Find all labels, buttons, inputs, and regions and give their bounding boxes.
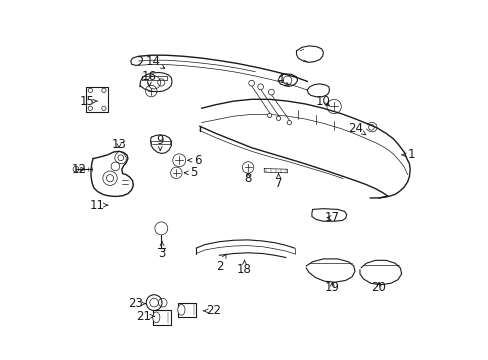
Text: 10: 10	[315, 95, 330, 108]
Text: 8: 8	[244, 172, 251, 185]
Text: 6: 6	[187, 154, 201, 167]
Circle shape	[286, 121, 291, 125]
Ellipse shape	[152, 312, 160, 323]
Text: 23: 23	[127, 297, 145, 310]
Circle shape	[155, 222, 167, 235]
Circle shape	[276, 116, 280, 121]
Circle shape	[268, 89, 274, 95]
Text: 17: 17	[324, 211, 339, 224]
Text: 20: 20	[371, 281, 386, 294]
Text: 19: 19	[324, 281, 339, 294]
Text: 5: 5	[184, 166, 198, 179]
Circle shape	[248, 80, 254, 86]
Text: 24: 24	[347, 122, 366, 135]
Circle shape	[257, 84, 263, 90]
Ellipse shape	[178, 305, 184, 315]
Text: 12: 12	[72, 163, 87, 176]
Circle shape	[267, 113, 271, 118]
Text: 21: 21	[136, 310, 154, 323]
Text: 3: 3	[158, 242, 165, 260]
Text: 7: 7	[274, 174, 282, 190]
Text: 16: 16	[142, 69, 157, 86]
Text: 14: 14	[145, 55, 164, 68]
Text: 9: 9	[156, 134, 163, 150]
Text: 22: 22	[203, 305, 221, 318]
Text: 13: 13	[111, 138, 126, 150]
Text: 18: 18	[237, 260, 251, 276]
Text: 11: 11	[90, 199, 107, 212]
Text: 1: 1	[401, 148, 414, 161]
Text: 4: 4	[276, 73, 288, 86]
Text: 15: 15	[79, 95, 97, 108]
Text: 2: 2	[215, 254, 226, 273]
